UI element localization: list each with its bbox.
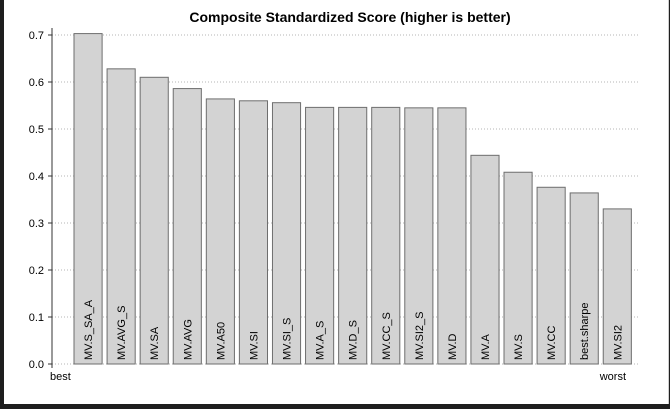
y-tick-label: 0.0 xyxy=(29,359,44,371)
bar xyxy=(139,76,169,365)
bar-label: MV.SI_S xyxy=(282,318,294,360)
bar-label: MV.S_SA_A xyxy=(83,299,95,360)
y-tick-label: 0.1 xyxy=(29,312,44,324)
chart-title: Composite Standardized Score (higher is … xyxy=(189,9,510,25)
bar xyxy=(271,102,302,365)
bar-label: MV.AVG xyxy=(182,319,194,360)
bar xyxy=(437,107,467,365)
bar xyxy=(602,208,632,365)
bar xyxy=(470,154,500,365)
bar xyxy=(536,186,566,365)
y-tick-label: 0.3 xyxy=(29,218,44,230)
bar-label: MV.CC xyxy=(546,326,558,360)
bar-label: MV.SA xyxy=(149,326,161,360)
bar-label: MV.CC_S xyxy=(381,312,393,360)
y-tick-label: 0.6 xyxy=(29,77,44,89)
bar-label: MV.SI xyxy=(248,331,260,360)
y-tick-label: 0.5 xyxy=(29,124,44,136)
y-tick-label: 0.4 xyxy=(29,171,44,183)
bar-label: MV.A50 xyxy=(215,322,227,360)
bar-label: MV.A_S xyxy=(315,321,327,360)
bar-label: MV.D xyxy=(447,333,459,360)
bar xyxy=(73,33,103,365)
bar-label: MV.SI2 xyxy=(612,325,624,360)
bar-label: MV.D_S xyxy=(348,320,360,360)
bar xyxy=(503,171,533,365)
bar-label: best.sharpe xyxy=(579,303,591,360)
y-tick-label: 0.2 xyxy=(29,265,44,277)
bar xyxy=(371,106,401,365)
bar-label: MV.AVG_S xyxy=(116,306,128,360)
bar xyxy=(569,192,599,365)
bar xyxy=(404,107,434,365)
bar xyxy=(172,88,202,365)
y-tick-label: 0.7 xyxy=(29,30,44,42)
bar-labels: MV.S_SA_A MV.AVG_S MV.SA MV.AVG MV.A50 MV.SI M… xyxy=(83,299,624,360)
chart-frame: Composite Standardized Score (higher is … xyxy=(4,0,669,404)
bar xyxy=(106,68,136,365)
bar-label: MV.S xyxy=(513,334,525,360)
x-label-worst: worst xyxy=(599,371,626,383)
bar xyxy=(305,106,335,365)
bars xyxy=(73,33,632,365)
bar-chart: Composite Standardized Score (higher is … xyxy=(29,9,640,383)
bar xyxy=(205,98,235,365)
bar-label: MV.SI2_S xyxy=(414,311,426,360)
bar xyxy=(338,106,368,365)
bar xyxy=(238,100,269,365)
bar-label: MV.A xyxy=(480,333,492,360)
y-axis: 0.0 0.1 0.2 0.3 0.4 0.5 0.6 0.7 xyxy=(29,30,52,371)
x-label-best: best xyxy=(50,371,71,383)
